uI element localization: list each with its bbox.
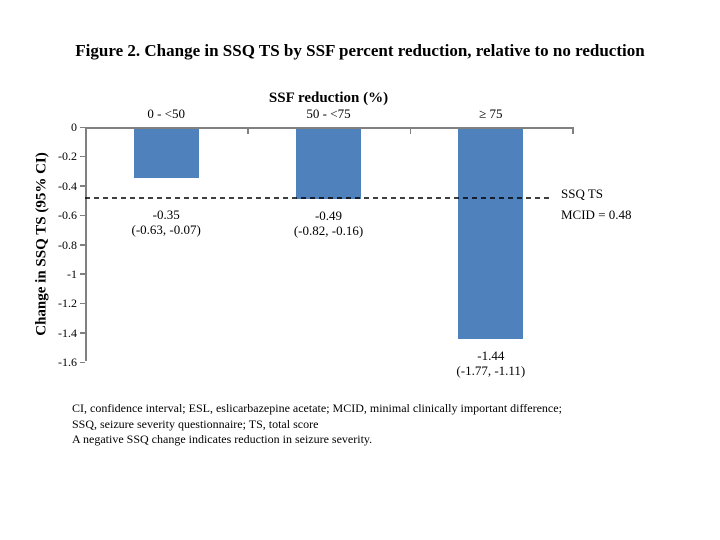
category-label: 0 - <50 <box>147 106 185 121</box>
y-axis-tick <box>80 155 85 158</box>
y-axis-tick <box>80 126 85 128</box>
category-label: ≥ 75 <box>479 106 503 121</box>
x-axis-title: SSF reduction (%) <box>268 90 389 106</box>
y-axis-tick <box>80 244 85 246</box>
footnote-line-1: CI, confidence interval; ESL, eslicarbaz… <box>72 401 562 415</box>
y-axis-tick <box>80 302 85 305</box>
mcid-reference-line <box>85 196 553 199</box>
y-axis-tick <box>80 361 85 364</box>
y-axis-tick-label: -0.6 <box>58 208 77 223</box>
bar-value: -1.44 <box>477 347 505 363</box>
bar-ci: (-0.63, -0.07) <box>131 221 201 237</box>
bar-ci: (-1.77, -1.11) <box>456 362 526 378</box>
bar-value: -0.49 <box>314 207 343 223</box>
bar-value-label: -0.49 (-0.82, -0.16) <box>254 208 404 238</box>
bar <box>296 128 361 199</box>
mcid-annotation-line1: SSQ TS <box>561 186 604 201</box>
bar-value-label: -1.44 (-1.77, -1.11) <box>416 348 566 378</box>
category-label: 50 - <75 <box>306 106 351 121</box>
figure-title: Figure 2. Change in SSQ TS by SSF percen… <box>75 41 645 60</box>
x-axis-line <box>85 127 572 129</box>
y-axis-tick-label: -0.8 <box>58 237 77 252</box>
bar-ci: (-0.82, -0.16) <box>293 222 364 238</box>
footnotes: CI, confidence interval; ESL, eslicarbaz… <box>72 401 562 448</box>
y-axis-tick <box>80 332 85 334</box>
footnote-line-2: SSQ, seizure severity questionnaire; TS,… <box>72 416 319 431</box>
y-axis-tick-label: -0.2 <box>58 149 77 164</box>
footnote-line-3: A negative SSQ change indicates reductio… <box>72 432 373 446</box>
y-axis-tick <box>80 214 85 217</box>
mcid-annotation: SSQ TS MCID = 0.48 <box>561 183 632 225</box>
mcid-annotation-line2: MCID = 0.48 <box>561 207 632 222</box>
y-axis-tick-label: 0 <box>71 120 77 134</box>
bar-value: -0.35 <box>152 206 180 222</box>
x-axis-tick <box>85 127 87 134</box>
bar-value-label: -0.35 (-0.63, -0.07) <box>91 207 241 237</box>
y-axis-tick <box>80 273 85 275</box>
y-axis-tick-label: -1 <box>67 266 77 281</box>
y-axis-tick-label: -0.4 <box>58 178 77 193</box>
bar <box>133 128 199 179</box>
y-axis-line <box>85 127 87 361</box>
y-axis-tick <box>80 185 85 187</box>
y-axis-tick-label: -1.6 <box>58 355 77 370</box>
bar <box>458 128 524 339</box>
x-axis-tick <box>409 127 412 134</box>
x-axis-tick <box>572 127 574 134</box>
y-axis-tick-label: -1.4 <box>58 325 77 340</box>
x-axis-tick <box>247 127 249 134</box>
y-axis-tick-label: -1.2 <box>58 296 77 311</box>
